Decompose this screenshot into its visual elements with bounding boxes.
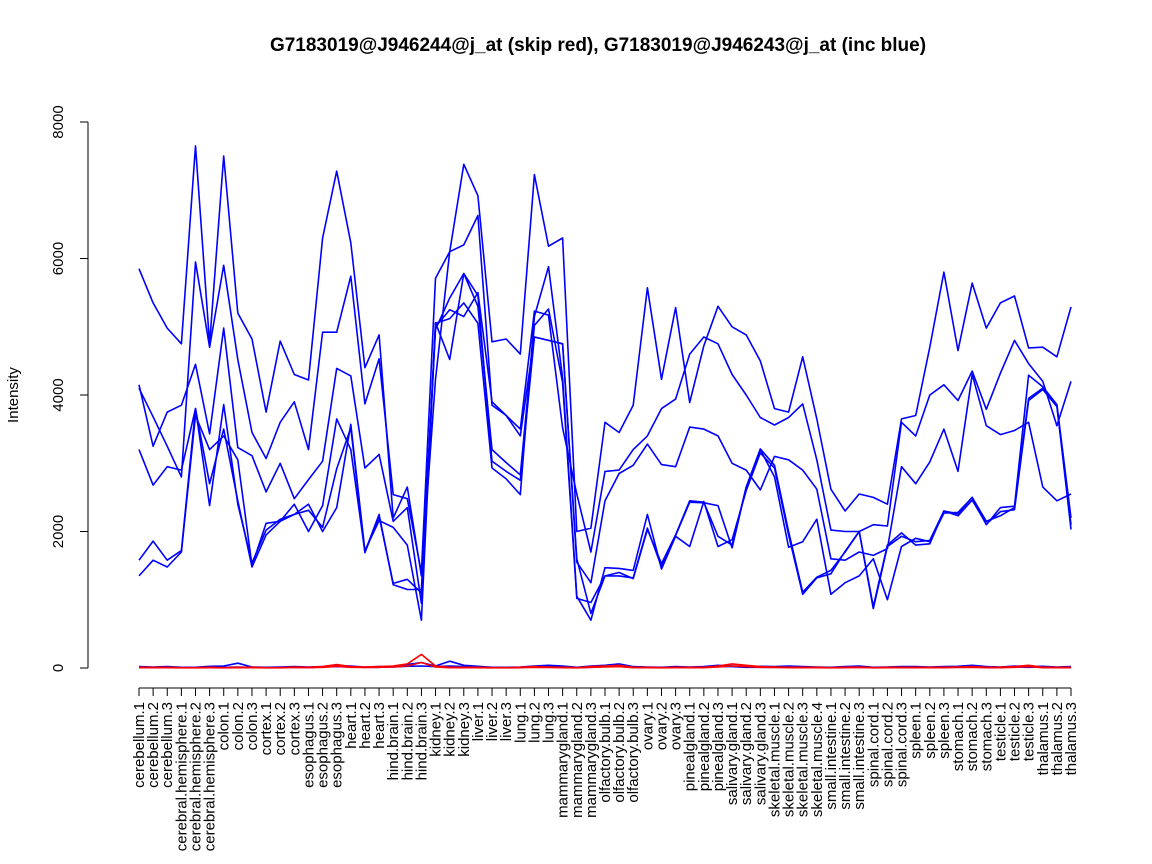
x-tick-label: cerebellum.2: [145, 702, 162, 788]
x-tick-label: cortex.2: [272, 702, 289, 755]
x-tick-label: olfactory.bulb.2: [611, 702, 628, 803]
x-tick-label: ovary.1: [639, 702, 656, 750]
x-tick-label: stomach.1: [950, 702, 967, 771]
y-tick-label: 0: [50, 664, 67, 672]
series-line-inc-5: [138, 272, 1072, 610]
y-tick-label: 8000: [50, 105, 67, 138]
x-tick-label: heart.1: [343, 702, 360, 749]
series-line-inc-4: [138, 265, 1072, 622]
x-tick-label: spinal.cord.2: [879, 702, 896, 787]
x-tick-label: olfactory.bulb.1: [597, 702, 614, 803]
x-tick-label: hind.brain.2: [399, 702, 416, 780]
x-tick-label: kidney.3: [456, 702, 473, 757]
x-tick-label: pinealgland.1: [682, 702, 699, 791]
x-tick-label: pinealgland.2: [696, 702, 713, 791]
series-line-inc-6: [138, 291, 1072, 615]
x-tick-label: kidney.1: [428, 702, 445, 757]
x-tick-label: thalamus.3: [1063, 702, 1080, 775]
x-tick-label: salivary.gland.1: [724, 702, 741, 805]
x-tick-label: cerebellum.1: [131, 702, 148, 788]
x-tick-label: salivary.gland.2: [738, 702, 755, 805]
x-tick-label: skeletal.muscle.2: [781, 702, 798, 817]
x-tick-label: spleen.3: [936, 702, 953, 759]
x-tick-label: thalamus.1: [1035, 702, 1052, 775]
x-tick-label: liver.3: [498, 702, 515, 741]
y-axis: 0 2000 4000 6000 8000: [50, 105, 89, 672]
x-tick-label: hind.brain.3: [413, 702, 430, 780]
x-tick-label: skeletal.muscle.4: [809, 702, 826, 817]
x-tick-label: colon.1: [216, 702, 233, 750]
x-tick-label: stomach.3: [978, 702, 995, 771]
x-tick-label: cerebral.hemisphere.1: [173, 702, 190, 851]
x-tick-label: small.intestine.3: [851, 702, 868, 810]
x-tick-label: skeletal.muscle.3: [795, 702, 812, 817]
x-tick-label: cerebral.hemisphere.2: [188, 702, 205, 851]
x-tick-label: cerebral.hemisphere.3: [202, 702, 219, 851]
x-tick-label: testicle.1: [992, 702, 1009, 761]
y-tick-label: 6000: [50, 242, 67, 275]
y-tick-label: 2000: [50, 515, 67, 548]
x-tick-label: colon.3: [244, 702, 261, 750]
series-line-inc-3: [138, 272, 1072, 605]
x-tick-label: mammarygland.1: [555, 702, 572, 818]
x-tick-label: liver.1: [470, 702, 487, 741]
x-axis: cerebellum.1cerebellum.2cerebellum.3cere…: [131, 687, 1080, 851]
y-tick-label: 4000: [50, 378, 67, 411]
x-tick-label: spleen.2: [922, 702, 939, 759]
series-line-inc-2: [138, 214, 1072, 574]
x-tick-label: heart.3: [371, 702, 388, 749]
x-tick-label: testicle.2: [1007, 702, 1024, 761]
x-tick-label: heart.2: [357, 702, 374, 749]
x-tick-label: testicle.3: [1021, 702, 1038, 761]
x-tick-label: olfactory.bulb.3: [625, 702, 642, 803]
x-tick-label: lung.2: [526, 702, 543, 743]
x-tick-label: lung.1: [512, 702, 529, 743]
x-tick-label: small.intestine.1: [823, 702, 840, 810]
x-tick-label: colon.2: [230, 702, 247, 750]
x-tick-label: ovary.3: [668, 702, 685, 750]
series-layer: [138, 145, 1072, 669]
x-tick-label: liver.2: [484, 702, 501, 741]
y-axis-label: Intensity: [5, 367, 22, 423]
x-tick-label: stomach.2: [964, 702, 981, 771]
x-tick-label: kidney.2: [442, 702, 459, 757]
x-tick-label: mammarygland.3: [583, 702, 600, 818]
x-tick-label: thalamus.2: [1049, 702, 1066, 775]
x-tick-label: ovary.2: [654, 702, 671, 750]
x-tick-label: cortex.3: [286, 702, 303, 755]
x-tick-label: cortex.1: [258, 702, 275, 755]
series-line-skip-10: [139, 661, 1071, 669]
series-line-skip-9: [139, 653, 1071, 669]
x-tick-label: pinealgland.3: [710, 702, 727, 791]
x-tick-label: lung.3: [541, 702, 558, 743]
x-tick-label: spleen.1: [908, 702, 925, 759]
x-tick-label: hind.brain.1: [385, 702, 402, 780]
chart-title: G7183019@J946244@j_at (skip red), G71830…: [270, 35, 926, 56]
x-tick-label: cerebellum.3: [159, 702, 176, 788]
x-tick-label: spinal.cord.1: [865, 702, 882, 787]
x-tick-label: esophagus.3: [329, 702, 346, 788]
series-line-inc-1: [138, 145, 1072, 577]
x-tick-label: esophagus.1: [301, 702, 318, 788]
x-tick-label: esophagus.2: [315, 702, 332, 788]
x-tick-label: skeletal.muscle.1: [767, 702, 784, 817]
x-tick-label: salivary.gland.3: [752, 702, 769, 805]
x-tick-label: mammarygland.2: [569, 702, 586, 818]
x-tick-label: spinal.cord.3: [894, 702, 911, 787]
x-tick-label: small.intestine.2: [837, 702, 854, 810]
